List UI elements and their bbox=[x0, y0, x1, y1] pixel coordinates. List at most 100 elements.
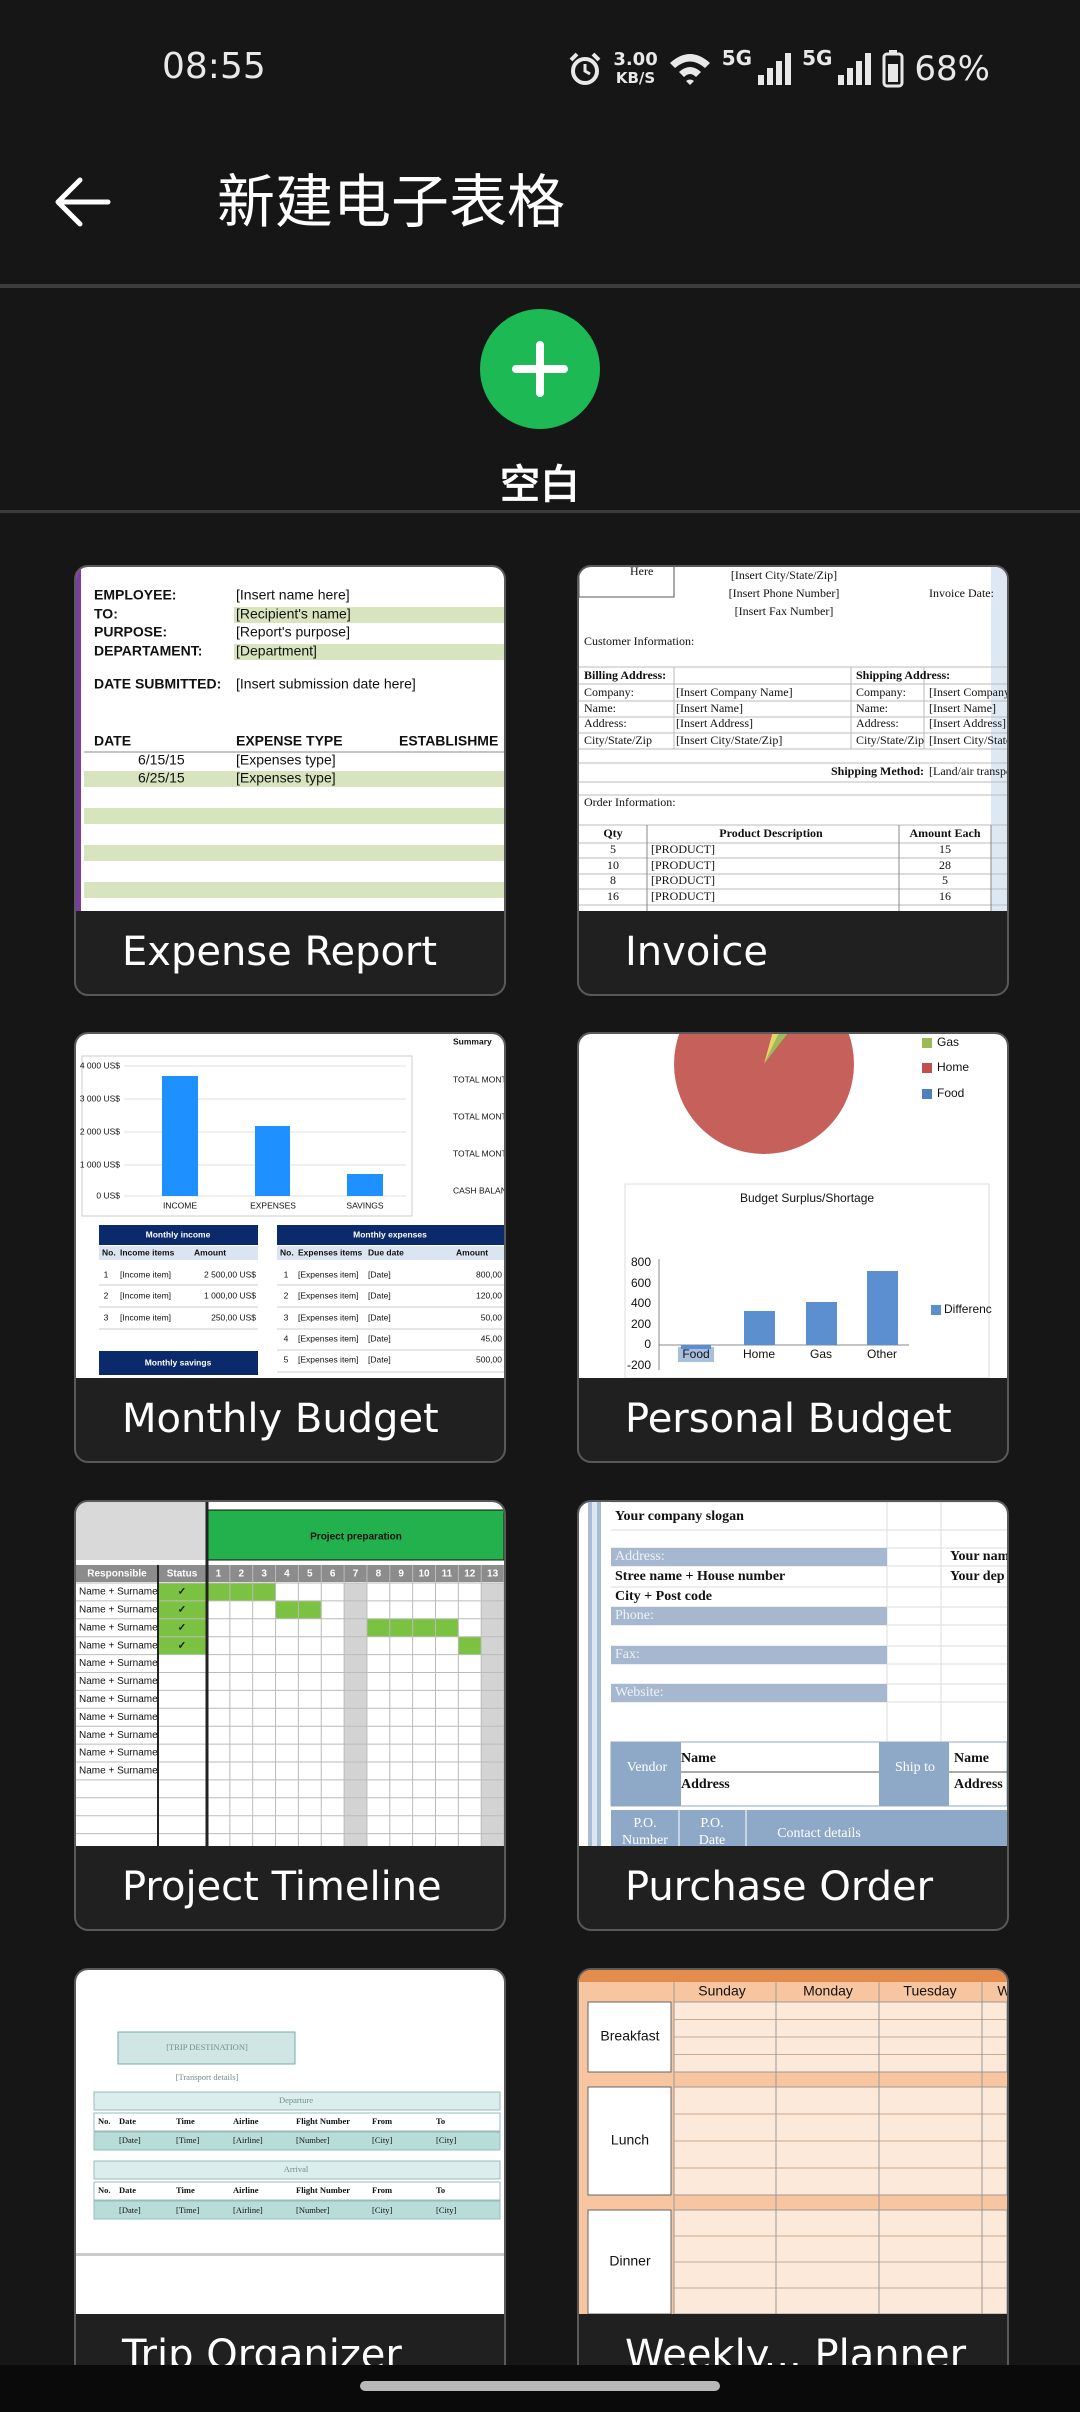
preview-text: [Time] bbox=[176, 2135, 199, 2145]
preview-text: [Number] bbox=[296, 2135, 330, 2145]
preview-text: Name bbox=[954, 1751, 989, 1766]
preview-text: 1 000 US$ bbox=[80, 1159, 120, 1169]
row-band bbox=[84, 808, 504, 824]
template-card[interactable]: Your company slogan Address: Stree name + … bbox=[577, 1500, 1009, 1931]
preview-text: Food bbox=[937, 1086, 964, 1100]
preview-text: From bbox=[372, 2116, 392, 2126]
preview-text: Responsible bbox=[87, 1569, 147, 1580]
preview-text: 3 bbox=[104, 1312, 109, 1322]
preview-text: City + Post code bbox=[615, 1589, 712, 1604]
preview-text: Shipping Method: bbox=[831, 764, 924, 778]
template-card[interactable]: [TRIP DESTINATION] [Transport details] Dep… bbox=[74, 1968, 506, 2399]
preview-text: 0 US$ bbox=[96, 1190, 120, 1200]
preview-text: Summary bbox=[453, 1036, 492, 1046]
preview-text: Amount bbox=[456, 1247, 488, 1257]
preview-text: [Expenses item] bbox=[298, 1290, 358, 1300]
bar bbox=[162, 1076, 198, 1196]
preview-text: 2 bbox=[238, 1569, 244, 1580]
preview-text: [Insert Company bbox=[929, 685, 1007, 699]
toolbar-title: 新建电子表格 bbox=[217, 168, 566, 236]
preview-text: Your company slogan bbox=[615, 1509, 744, 1524]
preview-text: 3 bbox=[261, 1569, 267, 1580]
preview-text: 16 bbox=[607, 889, 619, 903]
preview-text: 4 000 US$ bbox=[80, 1060, 120, 1070]
preview-text: From bbox=[372, 2185, 392, 2195]
preview-text: [Recipient's name] bbox=[236, 606, 351, 622]
task-cell bbox=[252, 1583, 276, 1601]
preview-text: City/State/Zip bbox=[584, 733, 652, 747]
preview-text: Order Information: bbox=[584, 795, 676, 809]
preview-text: DATE bbox=[94, 733, 131, 749]
template-card[interactable]: Gas Home Food Budget Surplus/Shortage 800 600… bbox=[577, 1032, 1009, 1463]
preview-text: To bbox=[436, 2185, 445, 2195]
preview-text: No. bbox=[102, 1247, 116, 1257]
preview-text: [Date] bbox=[119, 2135, 141, 2145]
preview-text: 2 000 US$ bbox=[80, 1126, 120, 1136]
preview-text: Name + Surname bbox=[79, 1676, 158, 1687]
preview-text: Vendor bbox=[627, 1760, 668, 1775]
task-cell bbox=[229, 1583, 253, 1601]
chart-frame bbox=[81, 1055, 413, 1217]
preview-text: Shipping Address: bbox=[856, 668, 950, 682]
preview-text: TOTAL MONTHL bbox=[453, 1148, 504, 1158]
preview-text: 6 bbox=[330, 1569, 336, 1580]
clock: 08:55 bbox=[162, 46, 266, 87]
preview-text: [Expenses type] bbox=[236, 770, 336, 786]
signal-icon bbox=[838, 53, 872, 85]
preview-text: P.O. bbox=[633, 1816, 656, 1831]
battery-icon bbox=[882, 50, 904, 88]
preview-text: [Insert Fax Number] bbox=[735, 604, 834, 618]
preview-text: Address bbox=[954, 1777, 1003, 1792]
preview-text: 50,00 bbox=[481, 1312, 503, 1322]
preview-text: 800 bbox=[631, 1255, 651, 1269]
preview-text: To bbox=[436, 2116, 445, 2126]
preview-text: 6/15/15 bbox=[138, 752, 185, 768]
template-card[interactable]: Summary TOTAL MONTHL TOTAL MONTHL TOTAL MON… bbox=[74, 1032, 506, 1463]
template-card[interactable]: Sunday Monday Tuesday W Breakfast Lunch Dinner… bbox=[577, 1968, 1009, 2399]
corner-block bbox=[76, 1502, 207, 1560]
row-band bbox=[84, 771, 504, 787]
preview-text: Phone: bbox=[615, 1608, 654, 1623]
preview-text: TO: bbox=[94, 606, 118, 622]
status-cell bbox=[158, 1600, 207, 1619]
side-stripe bbox=[592, 1502, 597, 1846]
preview-text: Name + Surname bbox=[79, 1748, 158, 1759]
preview-text: No. bbox=[98, 2116, 111, 2126]
label-highlight bbox=[678, 1347, 714, 1362]
task-cell bbox=[435, 1618, 459, 1637]
preview-text: [Income item] bbox=[120, 1290, 171, 1300]
preview-text: [Time] bbox=[176, 2205, 199, 2215]
preview-text: 0 bbox=[644, 1337, 651, 1351]
preview-text: Name: bbox=[856, 701, 888, 715]
preview-text: TOTAL MONTHL bbox=[453, 1111, 504, 1121]
template-card[interactable]: Project preparation Responsible Status 1 2 3 4… bbox=[74, 1500, 506, 1931]
template-name: Purchase Order bbox=[625, 1864, 934, 1910]
alarm-icon bbox=[569, 52, 601, 85]
blank-button[interactable] bbox=[480, 309, 600, 429]
preview-text: Company: bbox=[584, 685, 634, 699]
preview-text: 16 bbox=[939, 889, 951, 903]
legend-swatch bbox=[931, 1305, 941, 1315]
preview-text: 15 bbox=[939, 842, 951, 856]
preview-text: Name + Surname bbox=[79, 1694, 158, 1705]
status-cell bbox=[158, 1583, 207, 1601]
speed-unit: KB/S bbox=[615, 69, 656, 87]
preview-text: 8 bbox=[376, 1569, 382, 1580]
preview-text: 250,00 US$ bbox=[211, 1312, 256, 1322]
preview-text: [Insert City/State/Zip] bbox=[731, 568, 837, 582]
preview-text: Time bbox=[176, 2116, 195, 2126]
preview-text: Address: bbox=[856, 716, 899, 730]
preview-text: 5 bbox=[307, 1569, 313, 1580]
table-header bbox=[99, 1351, 258, 1375]
preview-text: 5 bbox=[942, 873, 948, 887]
template-card[interactable]: Here [Insert City/State/Zip] [Insert Phone… bbox=[577, 565, 1009, 996]
template-card[interactable]: EMPLOYEE: [Insert name here] TO: [Recipient… bbox=[74, 565, 506, 996]
preview-text: Home bbox=[743, 1347, 775, 1361]
preview-text: No. bbox=[98, 2185, 111, 2195]
preview-text: DEPARTAMENT: bbox=[94, 643, 202, 659]
preview-text: Name + Surname bbox=[79, 1640, 158, 1651]
back-button[interactable] bbox=[50, 170, 114, 234]
preview-text: [Income item] bbox=[120, 1269, 171, 1279]
